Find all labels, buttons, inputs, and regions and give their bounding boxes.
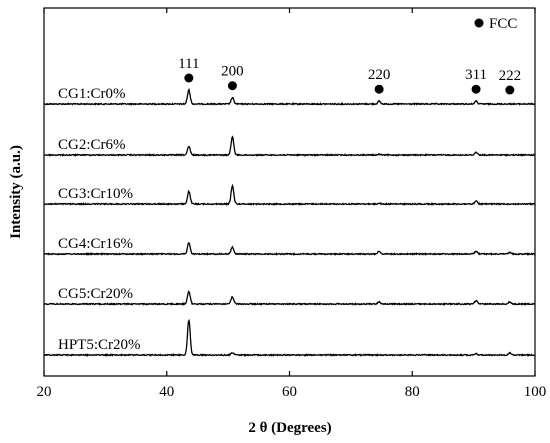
fcc-peak-marker-icon (471, 84, 481, 94)
fcc-peak-marker-icon (184, 73, 194, 83)
peak-label: 200 (221, 64, 244, 80)
peak-label: 311 (465, 67, 487, 83)
fcc-peak-marker-icon (374, 84, 384, 94)
legend-label: FCC (489, 16, 517, 32)
legend: FCC (474, 16, 517, 32)
series-line (43, 87, 536, 106)
x-tick-label: 20 (37, 384, 52, 400)
series-line (43, 183, 536, 206)
fcc-peak-marker-icon (505, 85, 515, 95)
series-label: HPT5:Cr20% (58, 337, 141, 353)
peak-annotations: 111 200 220 311 222 (178, 56, 521, 95)
series-line (43, 318, 536, 357)
x-tick-label: 80 (405, 384, 420, 400)
peak-label: 222 (499, 68, 522, 84)
series-line (43, 135, 536, 157)
y-axis-label: Intensity (a.u.) (8, 145, 24, 239)
series-label: CG4:Cr16% (58, 236, 133, 252)
series-line (43, 242, 536, 256)
x-axis-ticks: 20 40 60 80 100 (37, 8, 547, 400)
series-label: CG2:Cr6% (58, 137, 126, 153)
series-traces (43, 87, 536, 357)
series-label: CG5:Cr20% (58, 286, 133, 302)
x-tick-label: 100 (524, 384, 547, 400)
x-axis-label: 2 θ (Degrees) (248, 420, 331, 436)
series-labels: CG1:Cr0% CG2:Cr6% CG3:Cr10% CG4:Cr16% CG5:Cr… (58, 86, 141, 353)
series-label: CG3:Cr10% (58, 186, 133, 202)
x-tick-label: 40 (159, 384, 174, 400)
series-label: CG1:Cr0% (58, 86, 126, 102)
legend-marker-icon (474, 18, 484, 28)
x-tick-label: 60 (282, 384, 297, 400)
series-line (43, 290, 536, 306)
peak-label: 220 (368, 67, 391, 83)
fcc-peak-marker-icon (227, 81, 237, 91)
peak-label: 111 (178, 56, 199, 72)
